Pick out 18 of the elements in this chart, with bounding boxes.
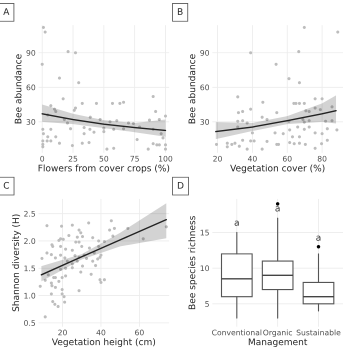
- line-series: [215, 110, 337, 132]
- line-series: [42, 113, 166, 132]
- x-axis-title: Management: [248, 338, 308, 347]
- chart-title: D: [178, 182, 184, 189]
- annotation: a: [275, 206, 280, 212]
- y-axis-title: Bee abundance: [188, 54, 196, 124]
- x-axis-title: Flowers from cover crops (%): [38, 164, 170, 174]
- y-axis-title: Bee abundance: [14, 54, 22, 124]
- annotation: a: [316, 236, 320, 241]
- annotation: a: [234, 220, 239, 226]
- x-axis-title: Vegetation cover (%): [230, 164, 324, 174]
- chart-title: C: [4, 182, 10, 189]
- chart-title: B: [178, 8, 183, 15]
- chart-title: A: [3, 8, 10, 15]
- y-axis-title: Bee species richness: [188, 216, 198, 310]
- line-series: [40, 218, 167, 276]
- y-axis-title: Shannon diversity (H): [12, 214, 21, 312]
- x-axis-title: Vegetation height (cm): [52, 338, 156, 347]
